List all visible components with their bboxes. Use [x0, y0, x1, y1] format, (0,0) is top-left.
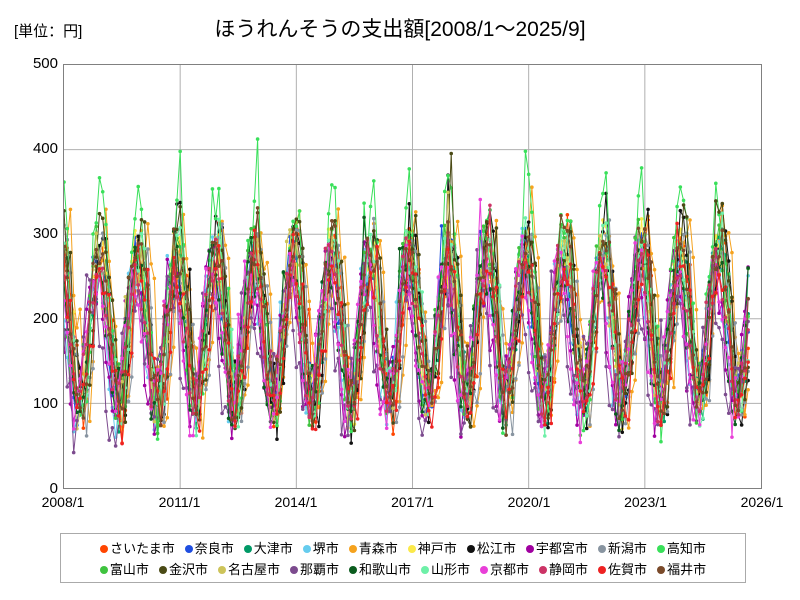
legend-label: 青森市	[358, 541, 398, 556]
plot-area	[63, 64, 762, 489]
legend-item-奈良市[interactable]: 奈良市	[184, 541, 234, 556]
legend-label: 富山市	[109, 562, 149, 577]
legend-item-さいたま市[interactable]: さいたま市	[100, 542, 175, 555]
legend-marker-icon	[100, 544, 109, 553]
legend-marker-icon	[466, 544, 475, 553]
legend-marker-icon	[289, 565, 298, 574]
legend-item-静岡市[interactable]: 静岡市	[539, 563, 588, 576]
y-tick-label: 300	[32, 225, 58, 242]
legend-item-和歌山市[interactable]: 和歌山市	[348, 562, 411, 577]
legend-label: 宇都宮市	[535, 541, 588, 556]
legend-item-富山市[interactable]: 富山市	[99, 562, 149, 577]
legend-label: 那覇市	[299, 562, 339, 577]
y-tick-label: 400	[32, 140, 58, 157]
legend-item-大津市[interactable]: 大津市	[243, 541, 293, 556]
legend-marker-icon	[656, 544, 665, 553]
legend-label: 佐賀市	[608, 562, 648, 577]
x-tick-label: 2014/1	[274, 494, 318, 510]
series-19	[64, 206, 750, 437]
legend-marker-icon	[539, 565, 548, 574]
y-tick-label: 500	[32, 55, 58, 72]
legend-label: 和歌山市	[358, 562, 411, 577]
legend-label: 大津市	[253, 541, 293, 556]
legend-marker-icon	[407, 544, 416, 553]
legend-marker-icon	[597, 544, 606, 553]
legend-label: 堺市	[312, 541, 339, 556]
legend-label: 松江市	[476, 541, 516, 556]
x-tick-label: 2023/1	[624, 494, 667, 510]
x-axis-tick-labels: 2008/1 2011/1 2014/1 2017/1 2020/1 2023/1 2026…	[0, 494, 800, 518]
page-title: ほうれんそうの支出額[2008/1～2025/9]	[214, 18, 586, 41]
legend-label: 山形市	[431, 562, 471, 577]
x-tick-label: 2020/1	[507, 494, 551, 510]
legend-item-京都市[interactable]: 京都市	[480, 563, 529, 576]
legend-marker-icon	[184, 544, 193, 553]
legend-label: さいたま市	[110, 541, 175, 556]
legend-marker-icon	[302, 544, 311, 553]
y-tick-label: 0	[49, 480, 58, 497]
legend-marker-icon	[598, 565, 607, 574]
legend-item-堺市[interactable]: 堺市	[302, 541, 339, 556]
legend-item-高知市[interactable]: 高知市	[656, 541, 706, 556]
legend-item-神戸市[interactable]: 神戸市	[407, 541, 457, 556]
legend-marker-icon	[158, 565, 167, 574]
legend-item-金沢市[interactable]: 金沢市	[158, 562, 208, 577]
x-tick-label: 2017/1	[391, 494, 434, 510]
legend-item-山形市[interactable]: 山形市	[421, 563, 470, 576]
legend-label: 福井市	[667, 562, 707, 577]
legend-label: 金沢市	[168, 562, 208, 577]
legend-item-宇都宮市[interactable]: 宇都宮市	[525, 541, 588, 556]
legend-item-福井市[interactable]: 福井市	[657, 563, 706, 576]
legend-row: さいたま市 奈良市 大津市 堺市 青森市 神戸市 松江市 宇都宮市 新潟市 高知市	[67, 538, 739, 559]
legend-item-青森市[interactable]: 青森市	[348, 541, 398, 556]
legend-label: 新潟市	[607, 541, 647, 556]
series-canvas	[64, 65, 761, 488]
legend-item-那覇市[interactable]: 那覇市	[289, 562, 339, 577]
legend-marker-icon	[525, 544, 534, 553]
legend-item-新潟市[interactable]: 新潟市	[597, 541, 647, 556]
y-tick-label: 200	[32, 310, 58, 327]
legend-marker-icon	[421, 565, 429, 574]
legend-marker-icon	[657, 565, 666, 574]
legend-label: 名古屋市	[227, 562, 280, 577]
legend-marker-icon	[348, 544, 357, 553]
y-tick-label: 100	[32, 395, 58, 412]
legend-label: 奈良市	[194, 541, 234, 556]
legend-label: 高知市	[666, 541, 706, 556]
y-axis-tick-labels: 500 400 300 200 100 0	[0, 0, 58, 600]
legend-item-松江市[interactable]: 松江市	[466, 541, 516, 556]
legend-item-佐賀市[interactable]: 佐賀市	[598, 563, 647, 576]
legend-item-名古屋市[interactable]: 名古屋市	[217, 562, 280, 577]
unit-label: [単位：円]	[14, 23, 83, 40]
legend-marker-icon	[217, 565, 226, 574]
legend-marker-icon	[99, 565, 108, 574]
legend: さいたま市 奈良市 大津市 堺市 青森市 神戸市 松江市 宇都宮市 新潟市 高知市 富山市 金沢市 名…	[60, 533, 746, 583]
legend-label: 神戸市	[417, 541, 457, 556]
x-tick-label: 2011/1	[158, 494, 201, 510]
legend-marker-icon	[480, 565, 489, 574]
legend-marker-icon	[348, 565, 357, 574]
legend-marker-icon	[243, 544, 252, 553]
x-tick-label: 2008/1	[41, 494, 85, 510]
legend-row: 富山市 金沢市 名古屋市 那覇市 和歌山市 山形市 京都市 静岡市 佐賀市 福井市	[67, 559, 739, 580]
legend-label: 京都市	[490, 562, 530, 577]
x-tick-label: 2026/1	[740, 494, 784, 510]
legend-label: 静岡市	[549, 562, 589, 577]
